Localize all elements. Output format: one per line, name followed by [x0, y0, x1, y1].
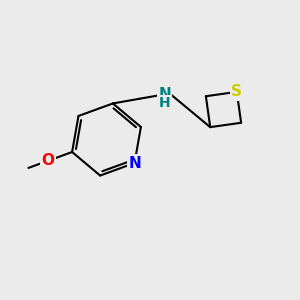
- Text: O: O: [42, 153, 55, 168]
- Text: H: H: [159, 96, 170, 110]
- Text: S: S: [231, 84, 242, 99]
- Text: N: N: [158, 87, 171, 102]
- Text: N: N: [128, 155, 141, 170]
